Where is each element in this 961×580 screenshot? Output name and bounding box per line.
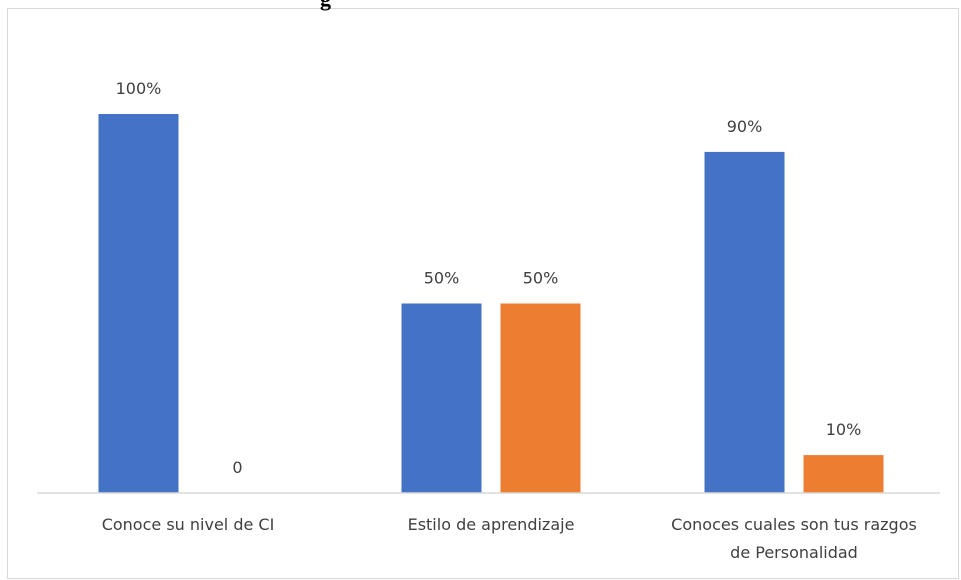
data-label-s1-c0: 0 xyxy=(232,458,242,477)
data-label-s1-c2: 10% xyxy=(826,420,862,439)
category-labels-layer: Conoce su nivel de CI Estilo de aprendiza… xyxy=(102,515,917,562)
category-label-0-line-0: Conoce su nivel de CI xyxy=(102,515,275,534)
bar-s0-c1 xyxy=(401,303,482,493)
category-label-1-line-0: Estilo de aprendizaje xyxy=(408,515,575,534)
data-label-s0-c0: 100% xyxy=(116,79,162,98)
category-label-2-line-0: Conoces cuales son tus razgos xyxy=(671,515,917,534)
data-label-s0-c2: 90% xyxy=(727,117,763,136)
chart-title-fragment: g xyxy=(320,0,331,12)
bar-s0-c0 xyxy=(98,114,179,493)
data-label-s0-c1: 50% xyxy=(424,269,460,288)
bar-s1-c1 xyxy=(500,303,581,493)
bar-s1-c2 xyxy=(803,455,884,493)
bars-layer xyxy=(98,114,884,493)
category-label-2-line-1: de Personalidad xyxy=(730,543,858,562)
bar-s0-c2 xyxy=(704,151,785,493)
data-label-s1-c1: 50% xyxy=(523,269,559,288)
data-labels-layer: 100% 50% 90% 0 50% 10% xyxy=(116,79,862,477)
